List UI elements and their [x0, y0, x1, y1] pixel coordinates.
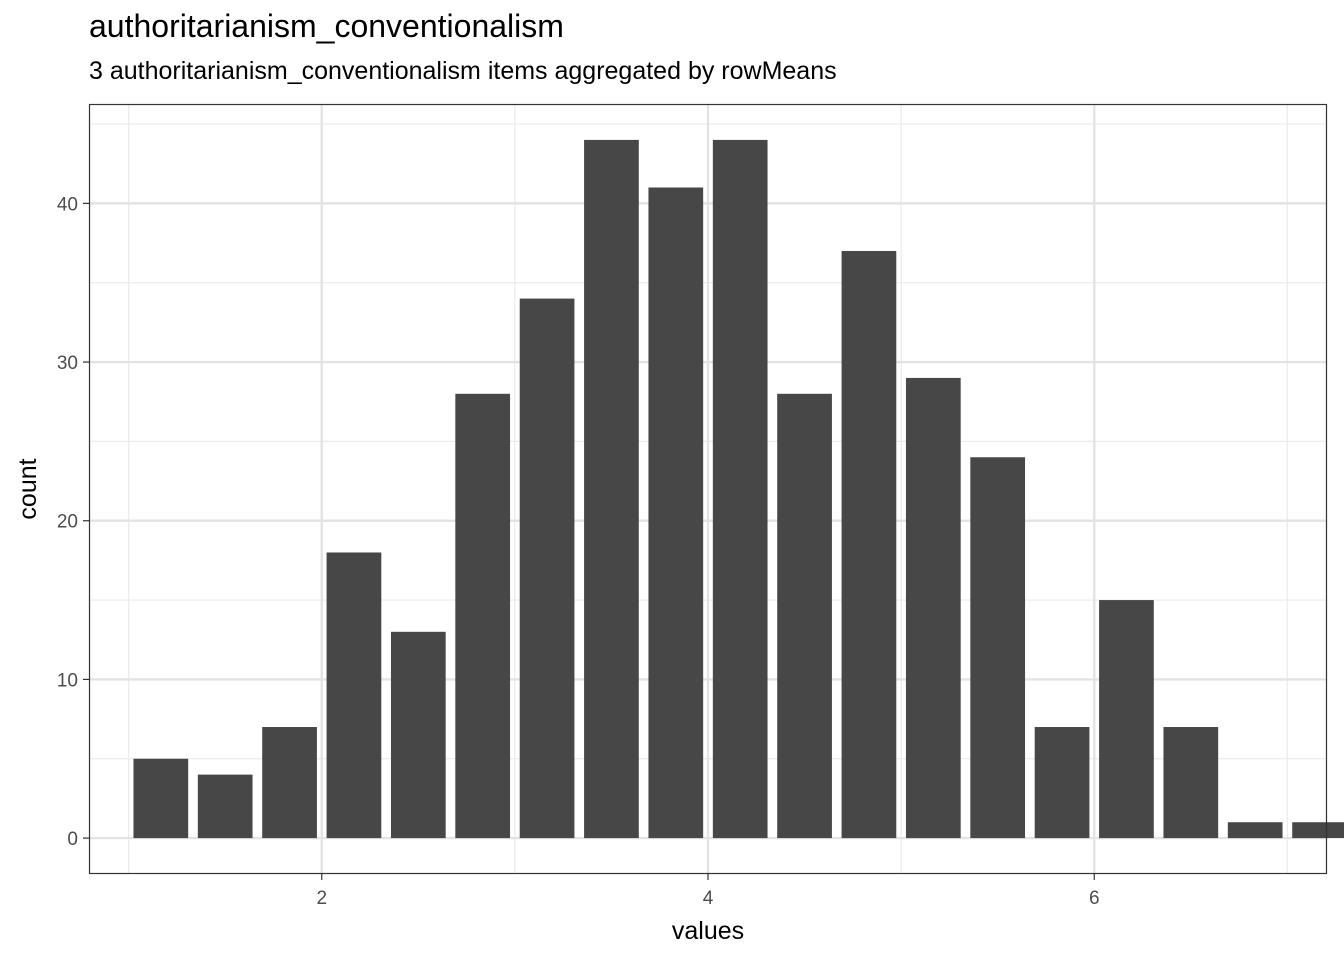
y-tick-label: 0: [67, 829, 78, 850]
histogram-bar: [970, 457, 1026, 839]
histogram-bar: [262, 727, 317, 839]
x-tick-label: 4: [703, 888, 714, 909]
x-tick-label: 6: [1089, 888, 1100, 909]
histogram-bar: [197, 774, 253, 839]
chart-subtitle: 3 authoritarianism_conventionalism items…: [89, 57, 837, 85]
y-tick-label: 30: [57, 353, 78, 374]
histogram-bar: [390, 631, 446, 839]
histogram-bar: [133, 758, 189, 839]
histogram-bar: [519, 298, 575, 839]
y-tick-label: 40: [57, 194, 78, 215]
histogram-bar: [905, 377, 961, 839]
histogram-bar: [1099, 600, 1154, 839]
histogram-bar: [777, 393, 832, 839]
y-axis: 0 10 20 30 40: [57, 194, 90, 850]
histogram-bar: [1292, 822, 1344, 839]
x-tick-label: 2: [316, 888, 327, 909]
histogram-bar: [1034, 727, 1090, 839]
histogram-bar: [841, 250, 897, 839]
histogram-bar: [455, 393, 511, 839]
histogram-bar: [326, 552, 382, 839]
histogram-bar: [584, 139, 639, 839]
chart-title: authoritarianism_conventionalism: [89, 8, 564, 44]
histogram-bar: [648, 187, 704, 839]
x-axis-title: values: [672, 917, 744, 945]
bars: [133, 139, 1344, 839]
y-tick-label: 20: [57, 512, 78, 533]
y-axis-title: count: [14, 458, 42, 519]
x-axis: 2 4 6: [316, 873, 1100, 909]
histogram-bar: [712, 139, 768, 839]
y-tick-label: 10: [57, 670, 78, 691]
histogram-bar: [1227, 822, 1283, 839]
histogram-bar: [1163, 727, 1219, 839]
